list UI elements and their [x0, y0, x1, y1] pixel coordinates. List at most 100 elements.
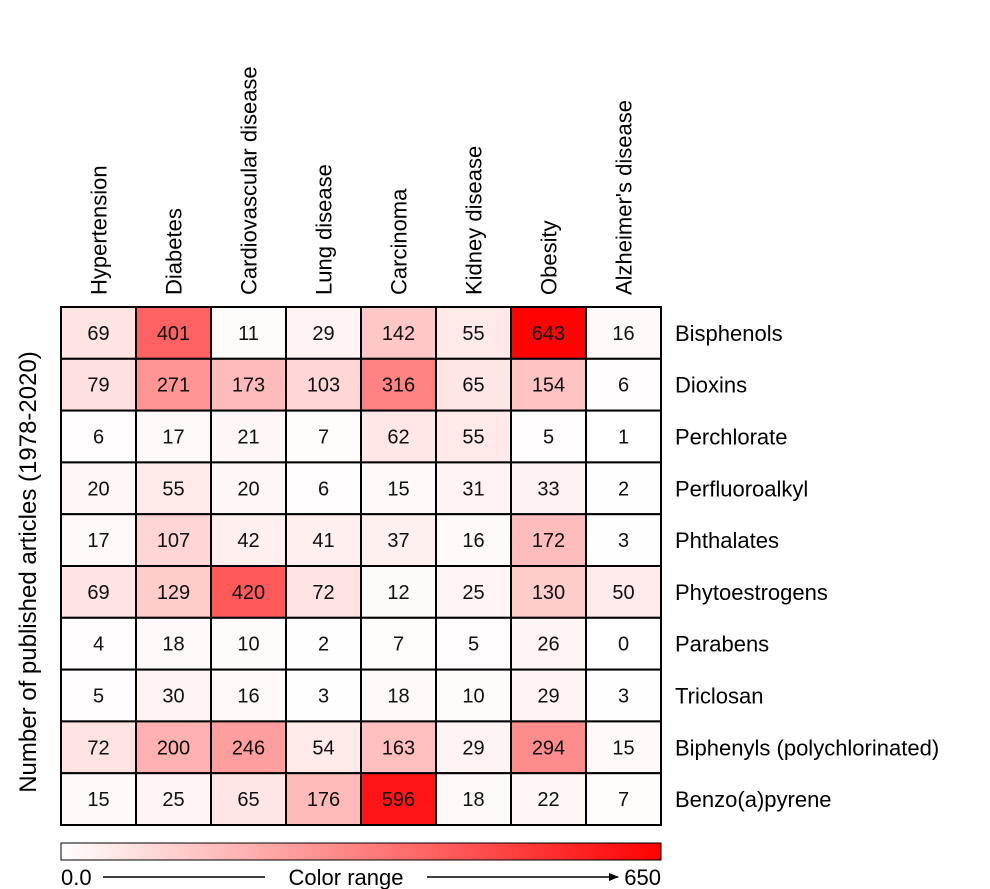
cell-value-label: 7: [318, 427, 329, 449]
heatmap-cell: [135, 720, 212, 775]
cell-value-label: 25: [462, 582, 484, 604]
cell-value-label: 176: [307, 789, 340, 811]
cell-value-label: 6: [618, 375, 629, 397]
cell-value-label: 20: [87, 478, 109, 500]
cell-value-label: 69: [87, 323, 109, 345]
heatmap-cell: [435, 357, 512, 412]
cell-value-label: 18: [162, 634, 184, 656]
heatmap-cell: [360, 668, 437, 723]
cell-value-label: 10: [237, 634, 259, 656]
cell-value-label: 3: [618, 686, 629, 708]
heatmap-cell: [285, 357, 362, 412]
heatmap-cell: [135, 616, 212, 671]
row-label: Benzo(a)pyrene: [675, 787, 832, 812]
heatmap-cell: [210, 409, 287, 464]
cell-value-label: 107: [157, 530, 190, 552]
heatmap-cell: [135, 306, 212, 360]
cell-value-label: 16: [612, 323, 634, 345]
cell-value-label: 16: [237, 686, 259, 708]
row-label: Perchlorate: [675, 425, 788, 450]
cell-value-label: 12: [387, 582, 409, 604]
cell-value-label: 17: [87, 530, 109, 552]
column-label: Cardiovascular disease: [237, 66, 262, 295]
heatmap-cell: [510, 616, 587, 671]
cell-value-label: 2: [618, 478, 629, 500]
cell-value-label: 130: [532, 582, 565, 604]
cell-value-label: 154: [532, 375, 565, 397]
cell-value-label: 79: [87, 375, 109, 397]
cell-value-label: 6: [93, 427, 104, 449]
cell-value-label: 42: [237, 530, 259, 552]
cell-value-label: 7: [618, 789, 629, 811]
cell-value-label: 17: [162, 427, 184, 449]
heatmap-cell: [135, 565, 212, 619]
cell-value-label: 5: [93, 686, 104, 708]
heatmap-cell: [435, 772, 512, 827]
heatmap-cell: [435, 306, 512, 360]
cell-value-label: 15: [87, 789, 109, 811]
cell-value-label: 65: [462, 375, 484, 397]
heatmap-cell: [435, 616, 512, 671]
cell-value-label: 3: [618, 530, 629, 552]
cell-value-label: 31: [462, 478, 484, 500]
heatmap-cell: [210, 772, 287, 827]
cell-value-label: 0: [618, 634, 629, 656]
cell-value-label: 62: [387, 427, 409, 449]
heatmap-cell: [585, 772, 662, 827]
cell-value-label: 15: [612, 737, 634, 759]
heatmap-cell: [360, 409, 437, 464]
column-label: Hypertension: [87, 165, 112, 295]
cell-value-label: 18: [387, 686, 409, 708]
heatmap-cell: [360, 720, 437, 775]
column-label: Carcinoma: [387, 188, 412, 295]
cell-value-label: 10: [462, 686, 484, 708]
cell-value-label: 420: [232, 582, 265, 604]
heatmap-cell: [285, 409, 362, 464]
cell-value-label: 41: [312, 530, 334, 552]
heatmap-cell: [135, 357, 212, 412]
legend-max-label: 650: [624, 865, 661, 889]
cell-value-label: 37: [387, 530, 409, 552]
heatmap-cell: [510, 772, 587, 827]
heatmap-cell: [510, 565, 587, 619]
cell-value-label: 5: [543, 427, 554, 449]
heatmap-cell: [60, 616, 137, 671]
heatmap-cell: [585, 357, 662, 412]
heatmap-cell: [585, 409, 662, 464]
row-label: Phthalates: [675, 528, 779, 553]
cell-value-label: 18: [462, 789, 484, 811]
cell-value-label: 643: [532, 323, 565, 345]
heatmap-cell: [360, 772, 437, 827]
row-labels: Bisphenols Dioxins Perchlorate Perfluoroalk…: [675, 321, 939, 812]
cell-value-label: 72: [312, 582, 334, 604]
cell-value-label: 29: [537, 686, 559, 708]
column-label: Kidney disease: [462, 146, 487, 295]
heatmap-cell: [210, 616, 287, 671]
cell-value-label: 55: [462, 323, 484, 345]
cell-value-label: 21: [237, 427, 259, 449]
row-label: Phytoestrogens: [675, 580, 828, 605]
cell-value-label: 29: [462, 737, 484, 759]
cell-value-label: 16: [462, 530, 484, 552]
heatmap-cell: [210, 668, 287, 723]
cell-value-label: 69: [87, 582, 109, 604]
cell-value-label: 246: [232, 737, 265, 759]
heatmap-cell: [585, 720, 662, 775]
heatmap-cell: [510, 461, 587, 516]
legend-gradient-bar: [60, 842, 662, 861]
heatmap-cell: [585, 565, 662, 619]
cell-value-label: 200: [157, 737, 190, 759]
cell-value-label: 271: [157, 375, 190, 397]
cell-value-label: 65: [237, 789, 259, 811]
column-label: Alzheimer's disease: [612, 100, 637, 295]
row-label: Parabens: [675, 632, 769, 657]
legend-title: Color range: [289, 865, 404, 889]
cell-value-label: 72: [87, 737, 109, 759]
cell-value-label: 7: [393, 634, 404, 656]
cell-value-label: 5: [468, 634, 479, 656]
cell-value-label: 3: [318, 686, 329, 708]
row-label: Bisphenols: [675, 321, 783, 346]
cell-value-label: 15: [387, 478, 409, 500]
